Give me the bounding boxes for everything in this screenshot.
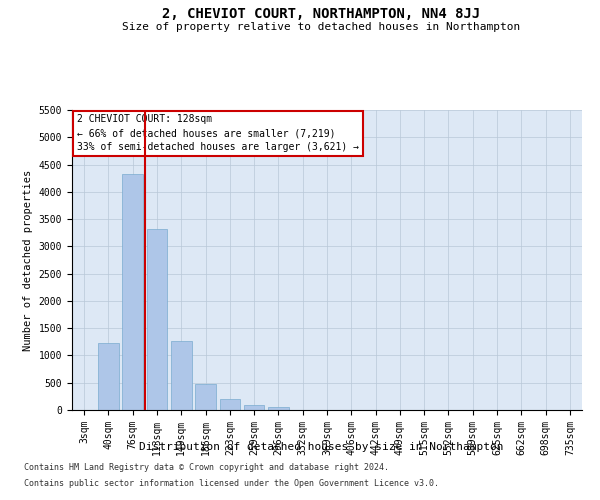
Bar xyxy=(268,406,289,410)
Y-axis label: Number of detached properties: Number of detached properties xyxy=(23,170,33,350)
Bar xyxy=(195,384,216,410)
Text: Size of property relative to detached houses in Northampton: Size of property relative to detached ho… xyxy=(122,22,520,32)
Text: 2 CHEVIOT COURT: 128sqm
← 66% of detached houses are smaller (7,219)
33% of semi: 2 CHEVIOT COURT: 128sqm ← 66% of detache… xyxy=(77,114,359,152)
Text: Contains HM Land Registry data © Crown copyright and database right 2024.: Contains HM Land Registry data © Crown c… xyxy=(24,464,389,472)
Bar xyxy=(122,174,143,410)
Text: 2, CHEVIOT COURT, NORTHAMPTON, NN4 8JJ: 2, CHEVIOT COURT, NORTHAMPTON, NN4 8JJ xyxy=(162,8,480,22)
Text: Distribution of detached houses by size in Northampton: Distribution of detached houses by size … xyxy=(139,442,503,452)
Bar xyxy=(244,404,265,410)
Bar xyxy=(220,398,240,410)
Text: Contains public sector information licensed under the Open Government Licence v3: Contains public sector information licen… xyxy=(24,478,439,488)
Bar xyxy=(98,343,119,410)
Bar xyxy=(146,230,167,410)
Bar xyxy=(171,342,191,410)
